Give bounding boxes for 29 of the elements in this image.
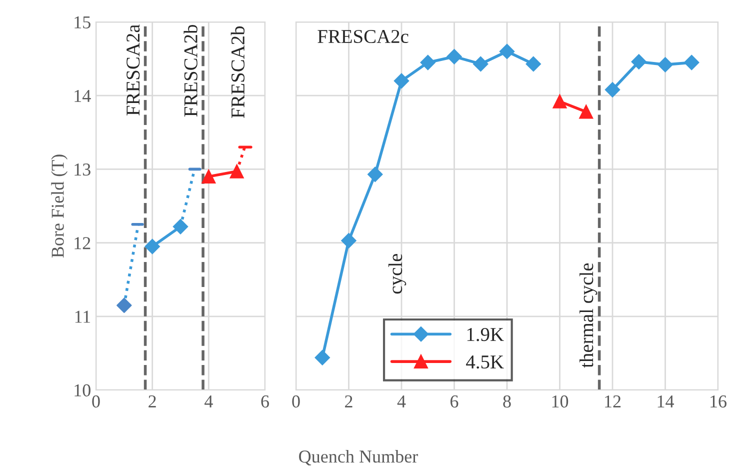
- legend-label: 1.9K: [467, 328, 504, 342]
- ref-line-label: FRESCA2b: [184, 24, 198, 117]
- x-tick-label: 6: [261, 395, 269, 408]
- x-tick-label: 0: [292, 395, 300, 408]
- x-tick-label: 8: [503, 395, 511, 408]
- x-tick-label: 4: [204, 396, 213, 408]
- x-tick-label: 2: [148, 395, 156, 408]
- ref-line-label: thermal cycle: [580, 263, 598, 368]
- x-tick-label: 14: [658, 395, 674, 408]
- ref-line-label: FRESCA2a: [126, 24, 140, 116]
- y-axis-title: Bore Field (T): [51, 154, 68, 258]
- x-tick-label: 0: [92, 395, 100, 408]
- x-tick-label: 12: [605, 395, 621, 408]
- y-tick-label: 14: [74, 90, 91, 102]
- y-tick-label: 11: [75, 310, 90, 323]
- y-tick-label: 10: [74, 384, 90, 396]
- x-tick-label: 4: [397, 396, 406, 408]
- annotation: FRESCA2b: [230, 26, 245, 118]
- x-tick-label: 2: [345, 395, 352, 408]
- y-tick-label: 15: [74, 16, 90, 28]
- annotation: cycle: [388, 254, 406, 294]
- y-tick-label: 13: [74, 164, 90, 176]
- x-axis-title: Quench Number: [299, 450, 418, 466]
- chart-title: FRESCA2c: [318, 30, 408, 44]
- x-tick-label: 6: [450, 395, 458, 408]
- x-tick-label: 16: [710, 395, 726, 408]
- y-tick-label: 12: [74, 237, 90, 250]
- x-tick-label: 10: [552, 395, 568, 408]
- legend-label: 4.5K: [466, 356, 504, 369]
